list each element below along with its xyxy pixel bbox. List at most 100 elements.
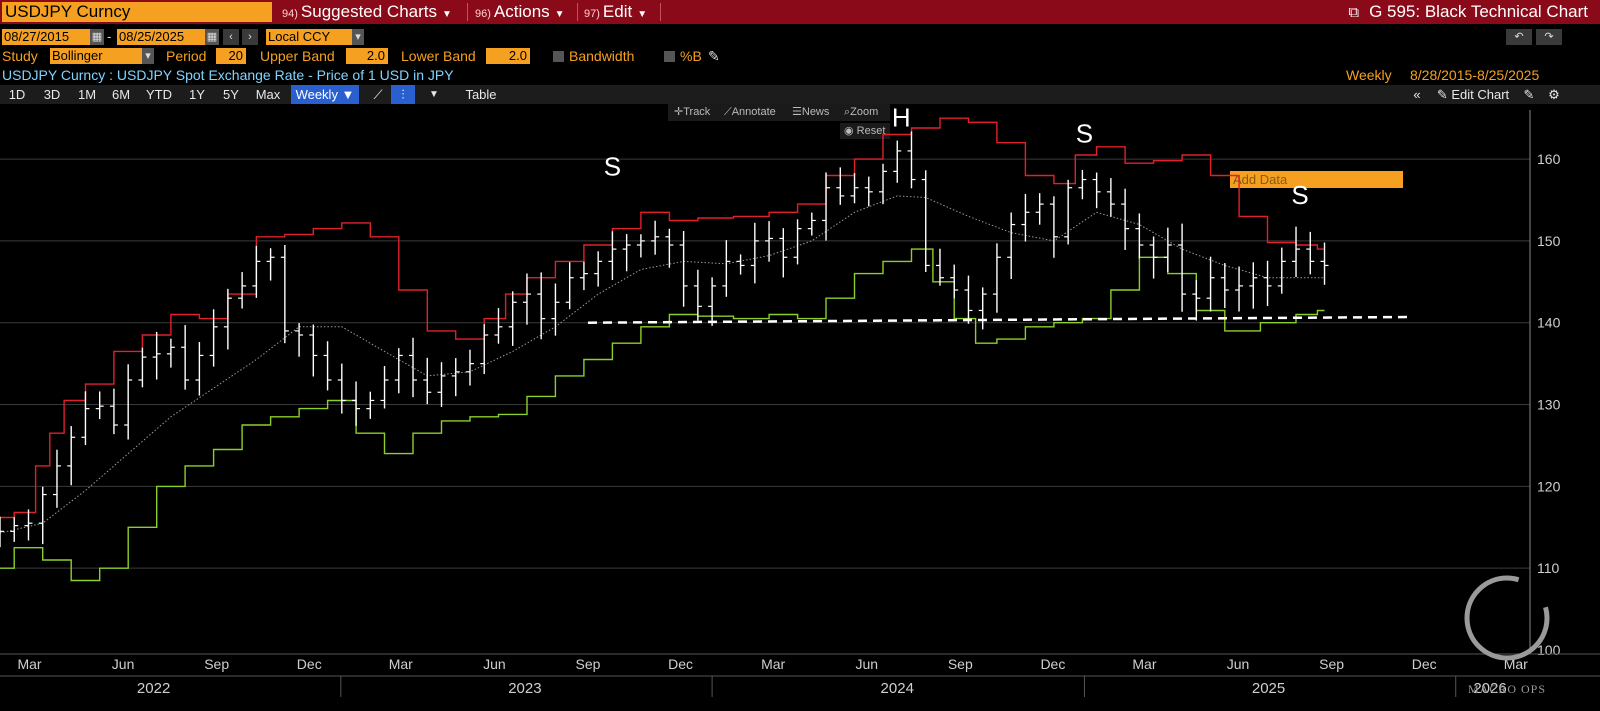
period-bar: 1D 3D 1M 6M YTD 1Y 5Y Max Weekly ▼ ⟋ ⫶ ▼…	[0, 85, 1600, 188]
bandwidth-checkbox[interactable]	[553, 51, 564, 62]
period-label: Period	[166, 48, 207, 64]
divider	[660, 3, 661, 21]
collapse-icon[interactable]: «	[1413, 87, 1421, 102]
period-ytd-button[interactable]: YTD	[146, 87, 172, 102]
line-chart-icon[interactable]: ⟋	[373, 87, 383, 102]
upper-band-field[interactable]: 2.0	[346, 48, 388, 64]
function-title: ⧉ G 595: Black Technical Chart	[1348, 0, 1588, 24]
x-tick-label: Dec	[297, 656, 322, 672]
upper-band-label: Upper Band	[260, 48, 335, 64]
period-1y-button[interactable]: 1Y	[189, 87, 205, 102]
period-3d-button[interactable]: 3D	[43, 87, 61, 102]
chevron-down-icon[interactable]: ▼	[429, 89, 439, 100]
pattern-label: S	[1291, 180, 1308, 210]
menu-number: 97)	[584, 8, 600, 20]
y-tick-label: 150	[1537, 233, 1561, 249]
x-tick-label: Sep	[204, 656, 229, 672]
top-toolbar: USDJPY Curncy 94) Suggested Charts ▼ 96) Ac…	[0, 0, 1600, 24]
frequency-select[interactable]: Weekly ▼	[291, 85, 359, 104]
external-link-icon[interactable]: ⧉	[1348, 4, 1360, 21]
prev-arrow-icon[interactable]: ‹	[223, 29, 239, 45]
undo-icon[interactable]: ↶	[1506, 29, 1532, 45]
x-tick-label: Dec	[1412, 656, 1437, 672]
menu-label: Suggested Charts	[300, 2, 437, 21]
y-tick-label: 110	[1537, 560, 1560, 576]
x-tick-label: Jun	[1227, 656, 1250, 672]
caret-down-icon: ▼	[554, 9, 565, 20]
redo-icon[interactable]: ↷	[1536, 29, 1562, 45]
menu-number: 94)	[282, 8, 298, 20]
period-1d-button[interactable]: 1D	[8, 87, 26, 102]
start-date-field[interactable]: 08/27/2015	[2, 29, 90, 45]
pctb-checkbox[interactable]	[664, 51, 675, 62]
edit-icon[interactable]: ✎	[1523, 87, 1535, 102]
bar-chart-icon[interactable]: ⫶	[391, 85, 415, 104]
year-label: 2022	[137, 680, 170, 697]
news-label: News	[801, 106, 830, 118]
chevron-down-icon[interactable]: ▾	[352, 29, 364, 45]
watermark-text: MACRO OPS	[1468, 682, 1546, 696]
calendar-icon[interactable]: ▦	[90, 29, 104, 45]
lower-band-field[interactable]: 2.0	[486, 48, 530, 64]
pattern-label: S	[1076, 119, 1093, 149]
edit-chart-button[interactable]: ✎ Edit Chart	[1430, 85, 1516, 104]
year-label: 2025	[1252, 680, 1285, 697]
calendar-icon[interactable]: ▦	[205, 29, 219, 45]
divider	[577, 3, 578, 21]
divider	[467, 3, 468, 21]
gear-icon[interactable]: ⚙	[1548, 87, 1560, 102]
ticker-input[interactable]: USDJPY Curncy	[2, 2, 272, 22]
date-dash: -	[107, 29, 112, 44]
period-max-button[interactable]: Max	[255, 87, 281, 102]
pencil-icon: ✎	[1436, 87, 1452, 102]
edit-menu[interactable]: 97) Edit ▼	[584, 0, 647, 24]
annotate-label: Annotate	[731, 106, 776, 118]
lower-band-label: Lower Band	[401, 48, 476, 64]
year-label: 2023	[508, 680, 541, 697]
x-tick-label: Mar	[389, 656, 413, 672]
frequency-label: Weekly	[1346, 67, 1392, 83]
reset-label: Reset	[856, 125, 886, 137]
suggested-charts-menu[interactable]: 94) Suggested Charts ▼	[282, 0, 452, 24]
upper-band-line	[0, 117, 1325, 519]
news-tool[interactable]: ☰ News	[792, 104, 829, 121]
x-tick-label: Mar	[761, 656, 785, 672]
next-arrow-icon[interactable]: ›	[242, 29, 258, 45]
end-date-field[interactable]: 08/25/2025	[117, 29, 205, 45]
add-data-input[interactable]: Add Data	[1230, 171, 1403, 188]
track-tool[interactable]: ✛ Track	[674, 104, 710, 121]
lower-band-line	[0, 248, 1325, 582]
period-field[interactable]: 20	[216, 48, 246, 64]
table-button[interactable]: Table	[465, 87, 497, 102]
currency-select[interactable]: Local CCY	[266, 29, 352, 45]
pctb-label: %B	[680, 48, 702, 64]
period-1m-button[interactable]: 1M	[77, 87, 97, 102]
security-description: USDJPY Curncy : USDJPY Spot Exchange Rat…	[2, 67, 454, 83]
zoom-tool[interactable]: ⌕ Zoom	[844, 104, 878, 121]
y-tick-label: 130	[1537, 397, 1561, 413]
radio-icon: ◉	[844, 125, 857, 137]
reset-button[interactable]: ◉ Reset	[840, 123, 890, 139]
function-title-text: G 595: Black Technical Chart	[1369, 2, 1588, 21]
x-tick-label: Mar	[1132, 656, 1156, 672]
pencil-icon[interactable]: ✎	[708, 48, 720, 64]
bandwidth-label: Bandwidth	[569, 48, 635, 64]
period-6m-button[interactable]: 6M	[111, 87, 131, 102]
track-label: Track	[683, 106, 711, 118]
study-select[interactable]: Bollinger	[50, 48, 142, 64]
actions-menu[interactable]: 96) Actions ▼	[475, 0, 565, 24]
pattern-label: H	[892, 102, 911, 132]
period-5y-button[interactable]: 5Y	[223, 87, 239, 102]
x-tick-label: Sep	[1319, 656, 1344, 672]
pattern-label: S	[604, 151, 621, 181]
security-row: USDJPY Curncy : USDJPY Spot Exchange Rat…	[0, 67, 1600, 85]
date-row: 08/27/2015 ▦ - 08/25/2025 ▦ ‹ › Local CC…	[0, 29, 1600, 47]
menu-label: Actions	[493, 2, 550, 21]
axes: 110 120 130 140 150 160 100 Mar Jun Sep Dec Mar Jun S…	[0, 110, 1600, 697]
chevron-down-icon[interactable]: ▾	[142, 48, 154, 64]
year-label: 2026	[1473, 680, 1506, 697]
annotate-tool[interactable]: ⟋ Annotate	[724, 104, 776, 121]
middle-band-line	[0, 195, 1325, 534]
x-tick-label: Jun	[112, 656, 135, 672]
menu-label: Edit	[602, 2, 633, 21]
